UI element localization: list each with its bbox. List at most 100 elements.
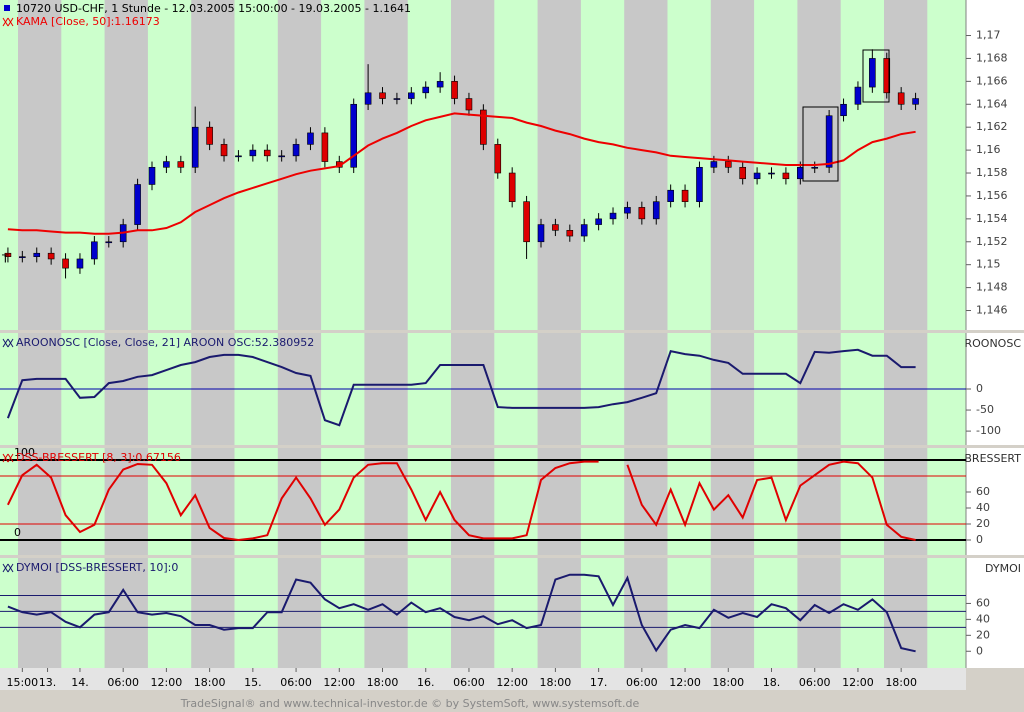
candle-body xyxy=(19,256,26,258)
y-tick-label: 1,152 xyxy=(976,235,1008,248)
candle-body xyxy=(33,252,41,257)
candle-body xyxy=(609,212,617,220)
candle-body xyxy=(768,172,775,175)
reference-label: 0 xyxy=(14,526,21,539)
candle-body xyxy=(566,230,574,237)
y-tick-label: 0 xyxy=(976,533,983,546)
candle-body xyxy=(552,224,559,231)
x-tick-label: 17. xyxy=(590,676,608,689)
session-stripe xyxy=(710,0,755,330)
indicator-icon xyxy=(2,453,14,463)
candle-body xyxy=(652,201,660,220)
candle-body xyxy=(422,86,430,94)
x-tick-label: 18:00 xyxy=(540,676,572,689)
x-tick-label: 18:00 xyxy=(194,676,226,689)
candle-body xyxy=(393,98,401,100)
candle-body xyxy=(408,92,415,99)
candle-body xyxy=(537,224,545,243)
session-stripe xyxy=(537,448,581,555)
session-stripe xyxy=(364,448,408,555)
candle-body xyxy=(465,98,473,111)
y-tick-label: 1,146 xyxy=(976,304,1008,317)
candle-body xyxy=(206,126,213,145)
x-tick-label: 12:00 xyxy=(496,676,528,689)
axis-label: BRESSERT xyxy=(964,452,1021,465)
y-tick-label: -50 xyxy=(976,403,994,416)
session-stripe xyxy=(884,0,928,330)
candle-body xyxy=(696,166,703,202)
candle-body xyxy=(62,258,69,269)
candle-body xyxy=(163,161,170,168)
candle-body xyxy=(782,172,790,180)
session-stripe xyxy=(364,558,408,668)
chart-title: 10720 USD-CHF, 1 Stunde - 12.03.2005 15:… xyxy=(16,2,411,15)
y-tick-label: 0 xyxy=(976,644,983,657)
axis-label: ROONOSC xyxy=(964,337,1021,350)
y-tick-label: 1,16 xyxy=(976,143,1001,156)
x-tick-label: 12:00 xyxy=(842,676,874,689)
axis-area xyxy=(966,333,1024,445)
candle-body xyxy=(480,109,487,145)
y-tick-label: 40 xyxy=(976,501,990,514)
x-tick-label: 16. xyxy=(417,676,435,689)
series-line xyxy=(6,348,916,427)
session-stripe xyxy=(18,0,62,330)
x-tick-label: 06:00 xyxy=(626,676,658,689)
session-stripe xyxy=(191,558,235,668)
candle-body xyxy=(624,207,631,214)
session-stripe xyxy=(364,0,408,330)
x-tick-label: 12:00 xyxy=(151,676,183,689)
series-line xyxy=(7,460,916,542)
candle-body xyxy=(278,155,285,158)
candle-body xyxy=(724,161,732,168)
x-tick-label: 14. xyxy=(71,676,89,689)
y-tick-label: 20 xyxy=(976,628,990,641)
session-stripe xyxy=(451,448,495,555)
session-stripe xyxy=(277,558,322,668)
candle-body xyxy=(4,252,12,257)
session-stripe xyxy=(277,448,322,555)
session-stripe xyxy=(18,448,62,555)
x-tick-label: 12:00 xyxy=(323,676,355,689)
candle-body xyxy=(451,81,458,99)
axis-area xyxy=(966,448,1024,555)
y-tick-label: 1,158 xyxy=(976,166,1008,179)
x-tick-label: 06:00 xyxy=(453,676,485,689)
axis-label: DYMOI xyxy=(985,562,1021,575)
candle-body xyxy=(436,81,444,88)
selection-box xyxy=(802,106,839,182)
candle-body xyxy=(494,144,502,174)
x-tick-label: 18:00 xyxy=(885,676,917,689)
candle-body xyxy=(350,103,357,168)
y-tick-label: 1,168 xyxy=(976,51,1008,64)
series-line xyxy=(7,112,916,235)
candle-body xyxy=(76,258,84,269)
candle-body xyxy=(508,172,516,202)
candle-body xyxy=(91,241,98,260)
y-tick-label: 20 xyxy=(976,517,990,530)
session-stripe xyxy=(104,448,148,555)
y-tick-label: 60 xyxy=(976,485,990,498)
axis-area xyxy=(966,0,1024,330)
candle-body xyxy=(177,161,185,168)
session-stripe xyxy=(277,0,322,330)
indicator-icon xyxy=(2,338,14,348)
session-stripe xyxy=(537,0,581,330)
session-stripe xyxy=(624,0,668,330)
candle-body xyxy=(134,184,141,225)
candle-body xyxy=(364,92,372,105)
candle-body xyxy=(191,126,199,168)
axis-area xyxy=(966,558,1024,668)
selection-box xyxy=(862,49,890,103)
y-tick-label: 0 xyxy=(976,382,983,395)
candle-body xyxy=(235,155,242,158)
y-tick-label: 1,17 xyxy=(976,29,1001,42)
candle-body xyxy=(148,166,156,185)
x-tick-label: 18. xyxy=(763,676,781,689)
candle-body xyxy=(321,132,329,162)
x-axis-area xyxy=(0,668,966,690)
session-stripe xyxy=(451,0,495,330)
x-tick-label: 18:00 xyxy=(712,676,744,689)
candle-body xyxy=(667,189,674,202)
candle-body xyxy=(912,98,919,105)
